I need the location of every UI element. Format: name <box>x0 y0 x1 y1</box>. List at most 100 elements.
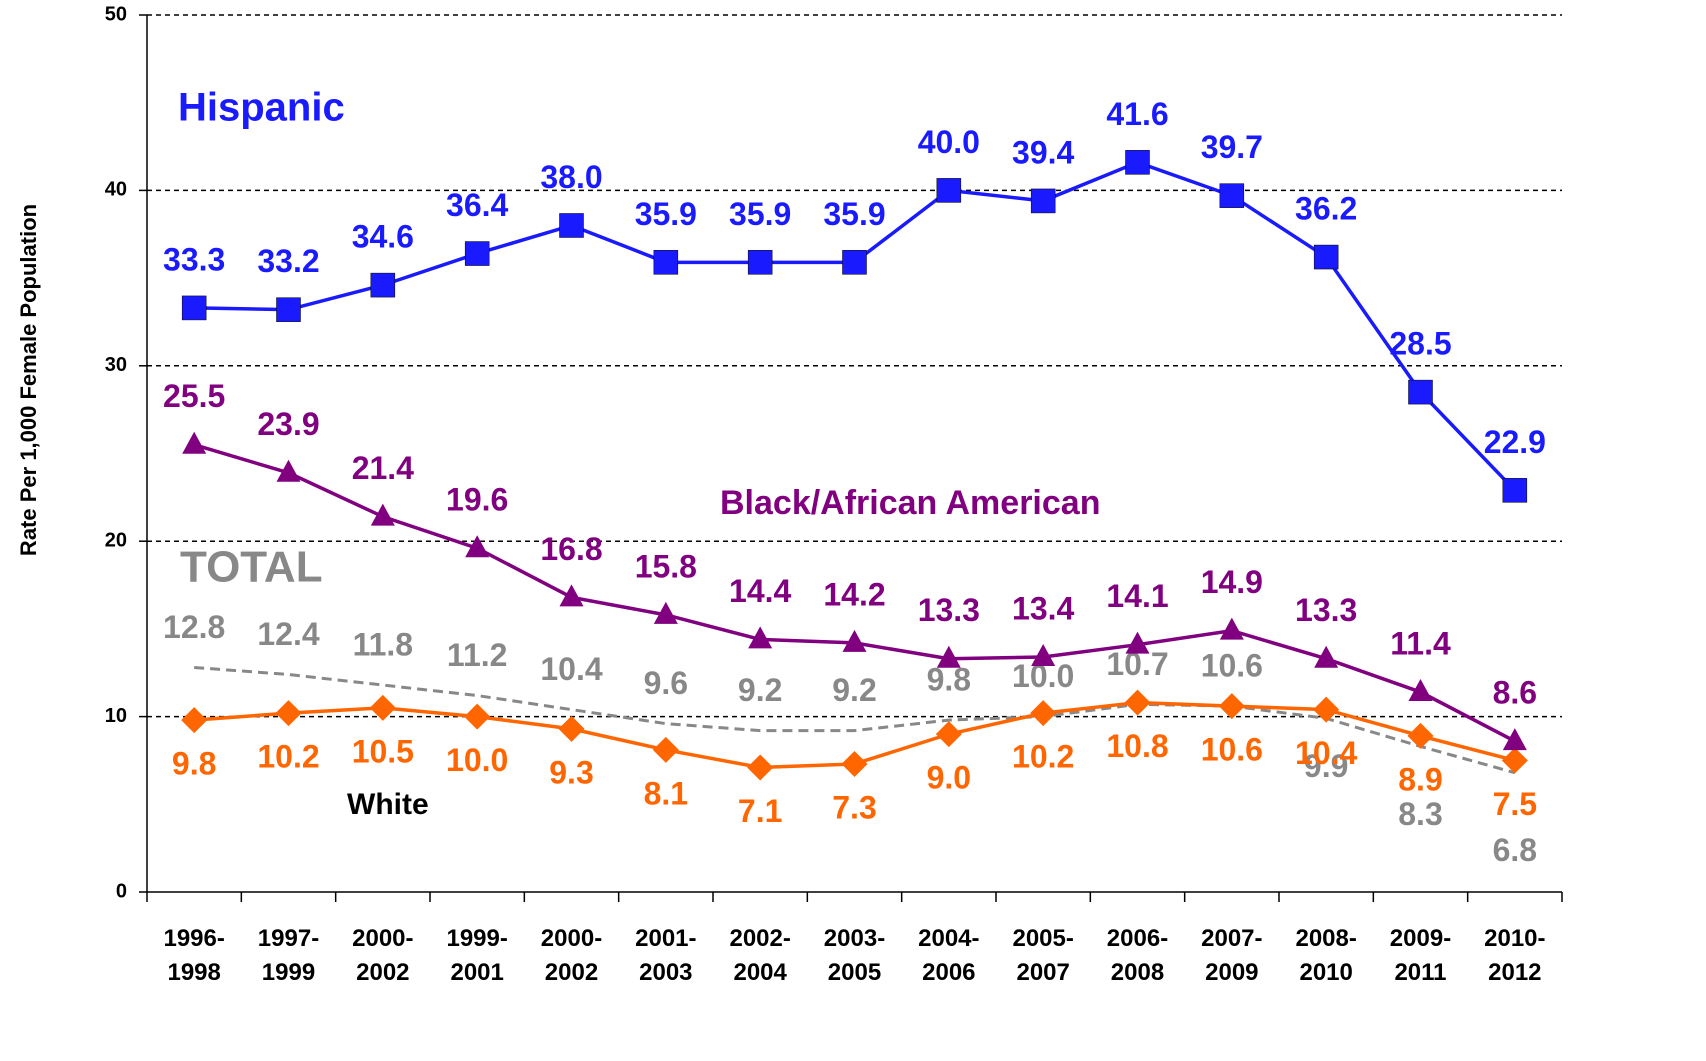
data-label: 22.9 <box>1484 424 1546 460</box>
data-label: 36.2 <box>1295 191 1357 227</box>
data-label: 7.1 <box>738 793 782 829</box>
data-label: 35.9 <box>823 196 885 232</box>
data-label: 9.9 <box>1304 748 1348 784</box>
x-tick-label: 2001-2003 <box>635 925 696 986</box>
x-tick-label: 2000-2002 <box>541 925 602 986</box>
data-label: 9.6 <box>644 665 688 701</box>
data-label: 23.9 <box>257 406 319 442</box>
marker <box>559 584 584 607</box>
data-label: 7.3 <box>832 789 876 825</box>
marker <box>181 707 208 734</box>
y-tick-label: 40 <box>105 179 127 201</box>
data-label: 38.0 <box>540 159 602 195</box>
data-label: 15.8 <box>635 548 697 584</box>
data-label: 11.4 <box>1390 625 1451 661</box>
x-tick-label: 2005-2007 <box>1012 925 1073 986</box>
marker <box>1218 693 1245 720</box>
data-label: 14.1 <box>1106 578 1168 614</box>
data-label: 10.0 <box>446 742 508 778</box>
marker <box>181 295 207 321</box>
data-label: 10.8 <box>1106 728 1168 764</box>
marker <box>275 700 302 727</box>
y-axis-label: Rate Per 1,000 Female Population <box>16 204 41 556</box>
data-label: 36.4 <box>446 187 508 223</box>
marker <box>1501 747 1528 774</box>
marker <box>1408 679 1433 702</box>
data-label: 41.6 <box>1106 96 1168 132</box>
data-label: 14.4 <box>729 573 791 609</box>
data-label: 12.4 <box>257 616 319 652</box>
marker <box>747 754 774 781</box>
data-label: 11.2 <box>447 637 508 673</box>
data-label: 9.8 <box>172 746 216 782</box>
marker <box>1407 722 1434 749</box>
data-label: 9.0 <box>927 760 971 796</box>
x-tick-label: 2008-2010 <box>1295 925 1356 986</box>
data-label: 6.8 <box>1493 832 1537 868</box>
marker <box>1030 700 1057 727</box>
marker <box>1313 244 1339 270</box>
marker <box>841 750 868 777</box>
data-label: 10.4 <box>540 651 602 687</box>
data-label: 10.5 <box>352 733 414 769</box>
x-tick-label: 1997-1999 <box>258 925 319 986</box>
series-label: White <box>347 788 429 821</box>
marker <box>653 601 678 624</box>
marker <box>182 431 207 454</box>
marker <box>558 715 585 742</box>
data-label: 12.8 <box>163 609 225 645</box>
x-tick-label: 1999-2001 <box>446 925 507 986</box>
x-tick-label: 2009-2011 <box>1390 925 1451 986</box>
data-label: 13.3 <box>1295 592 1357 628</box>
data-label: 21.4 <box>352 450 414 486</box>
y-tick-label: 50 <box>105 3 127 25</box>
data-label: 14.9 <box>1201 564 1263 600</box>
x-tick-label: 1996-1998 <box>163 925 224 986</box>
marker <box>1408 379 1433 405</box>
data-label: 35.9 <box>635 196 697 232</box>
data-label: 34.6 <box>352 219 414 255</box>
marker <box>1502 728 1527 751</box>
marker <box>1125 631 1150 654</box>
data-label: 9.3 <box>549 754 593 790</box>
marker <box>369 694 396 721</box>
marker <box>1030 188 1056 214</box>
marker <box>276 297 301 322</box>
marker <box>1125 150 1150 175</box>
data-label: 19.6 <box>446 482 508 518</box>
data-label: 10.4 <box>1295 735 1357 771</box>
data-label: 14.2 <box>823 576 885 612</box>
marker <box>842 250 867 275</box>
marker <box>559 213 584 238</box>
data-label: 10.6 <box>1201 732 1263 768</box>
data-label: 11.8 <box>353 626 414 662</box>
data-label: 13.3 <box>918 592 980 628</box>
data-label: 8.1 <box>644 775 688 811</box>
data-label: 9.2 <box>738 672 782 708</box>
data-label: 8.9 <box>1398 761 1442 797</box>
series-line <box>194 665 1516 775</box>
marker <box>1219 183 1245 208</box>
marker <box>936 178 962 203</box>
data-label: 33.3 <box>163 241 225 277</box>
data-label: 25.5 <box>163 378 225 414</box>
marker <box>653 250 679 275</box>
marker <box>1313 696 1340 723</box>
data-label: 28.5 <box>1389 326 1451 362</box>
x-tick-label: 2003-2005 <box>824 925 885 986</box>
y-tick-label: 10 <box>105 705 127 727</box>
marker <box>464 703 491 730</box>
marker <box>747 250 773 275</box>
data-label: 10.6 <box>1201 648 1263 684</box>
x-tick-label: 2006-2008 <box>1107 925 1168 986</box>
data-label: 40.0 <box>918 124 980 160</box>
marker <box>276 459 301 482</box>
x-tick-label: 2002-2004 <box>729 925 790 986</box>
data-label: 10.2 <box>1012 739 1074 775</box>
data-label: 39.7 <box>1201 129 1263 165</box>
data-label: 8.6 <box>1493 675 1537 711</box>
x-tick-label: 2007-2009 <box>1201 925 1262 986</box>
data-label: 35.9 <box>729 196 791 232</box>
marker <box>464 241 490 266</box>
